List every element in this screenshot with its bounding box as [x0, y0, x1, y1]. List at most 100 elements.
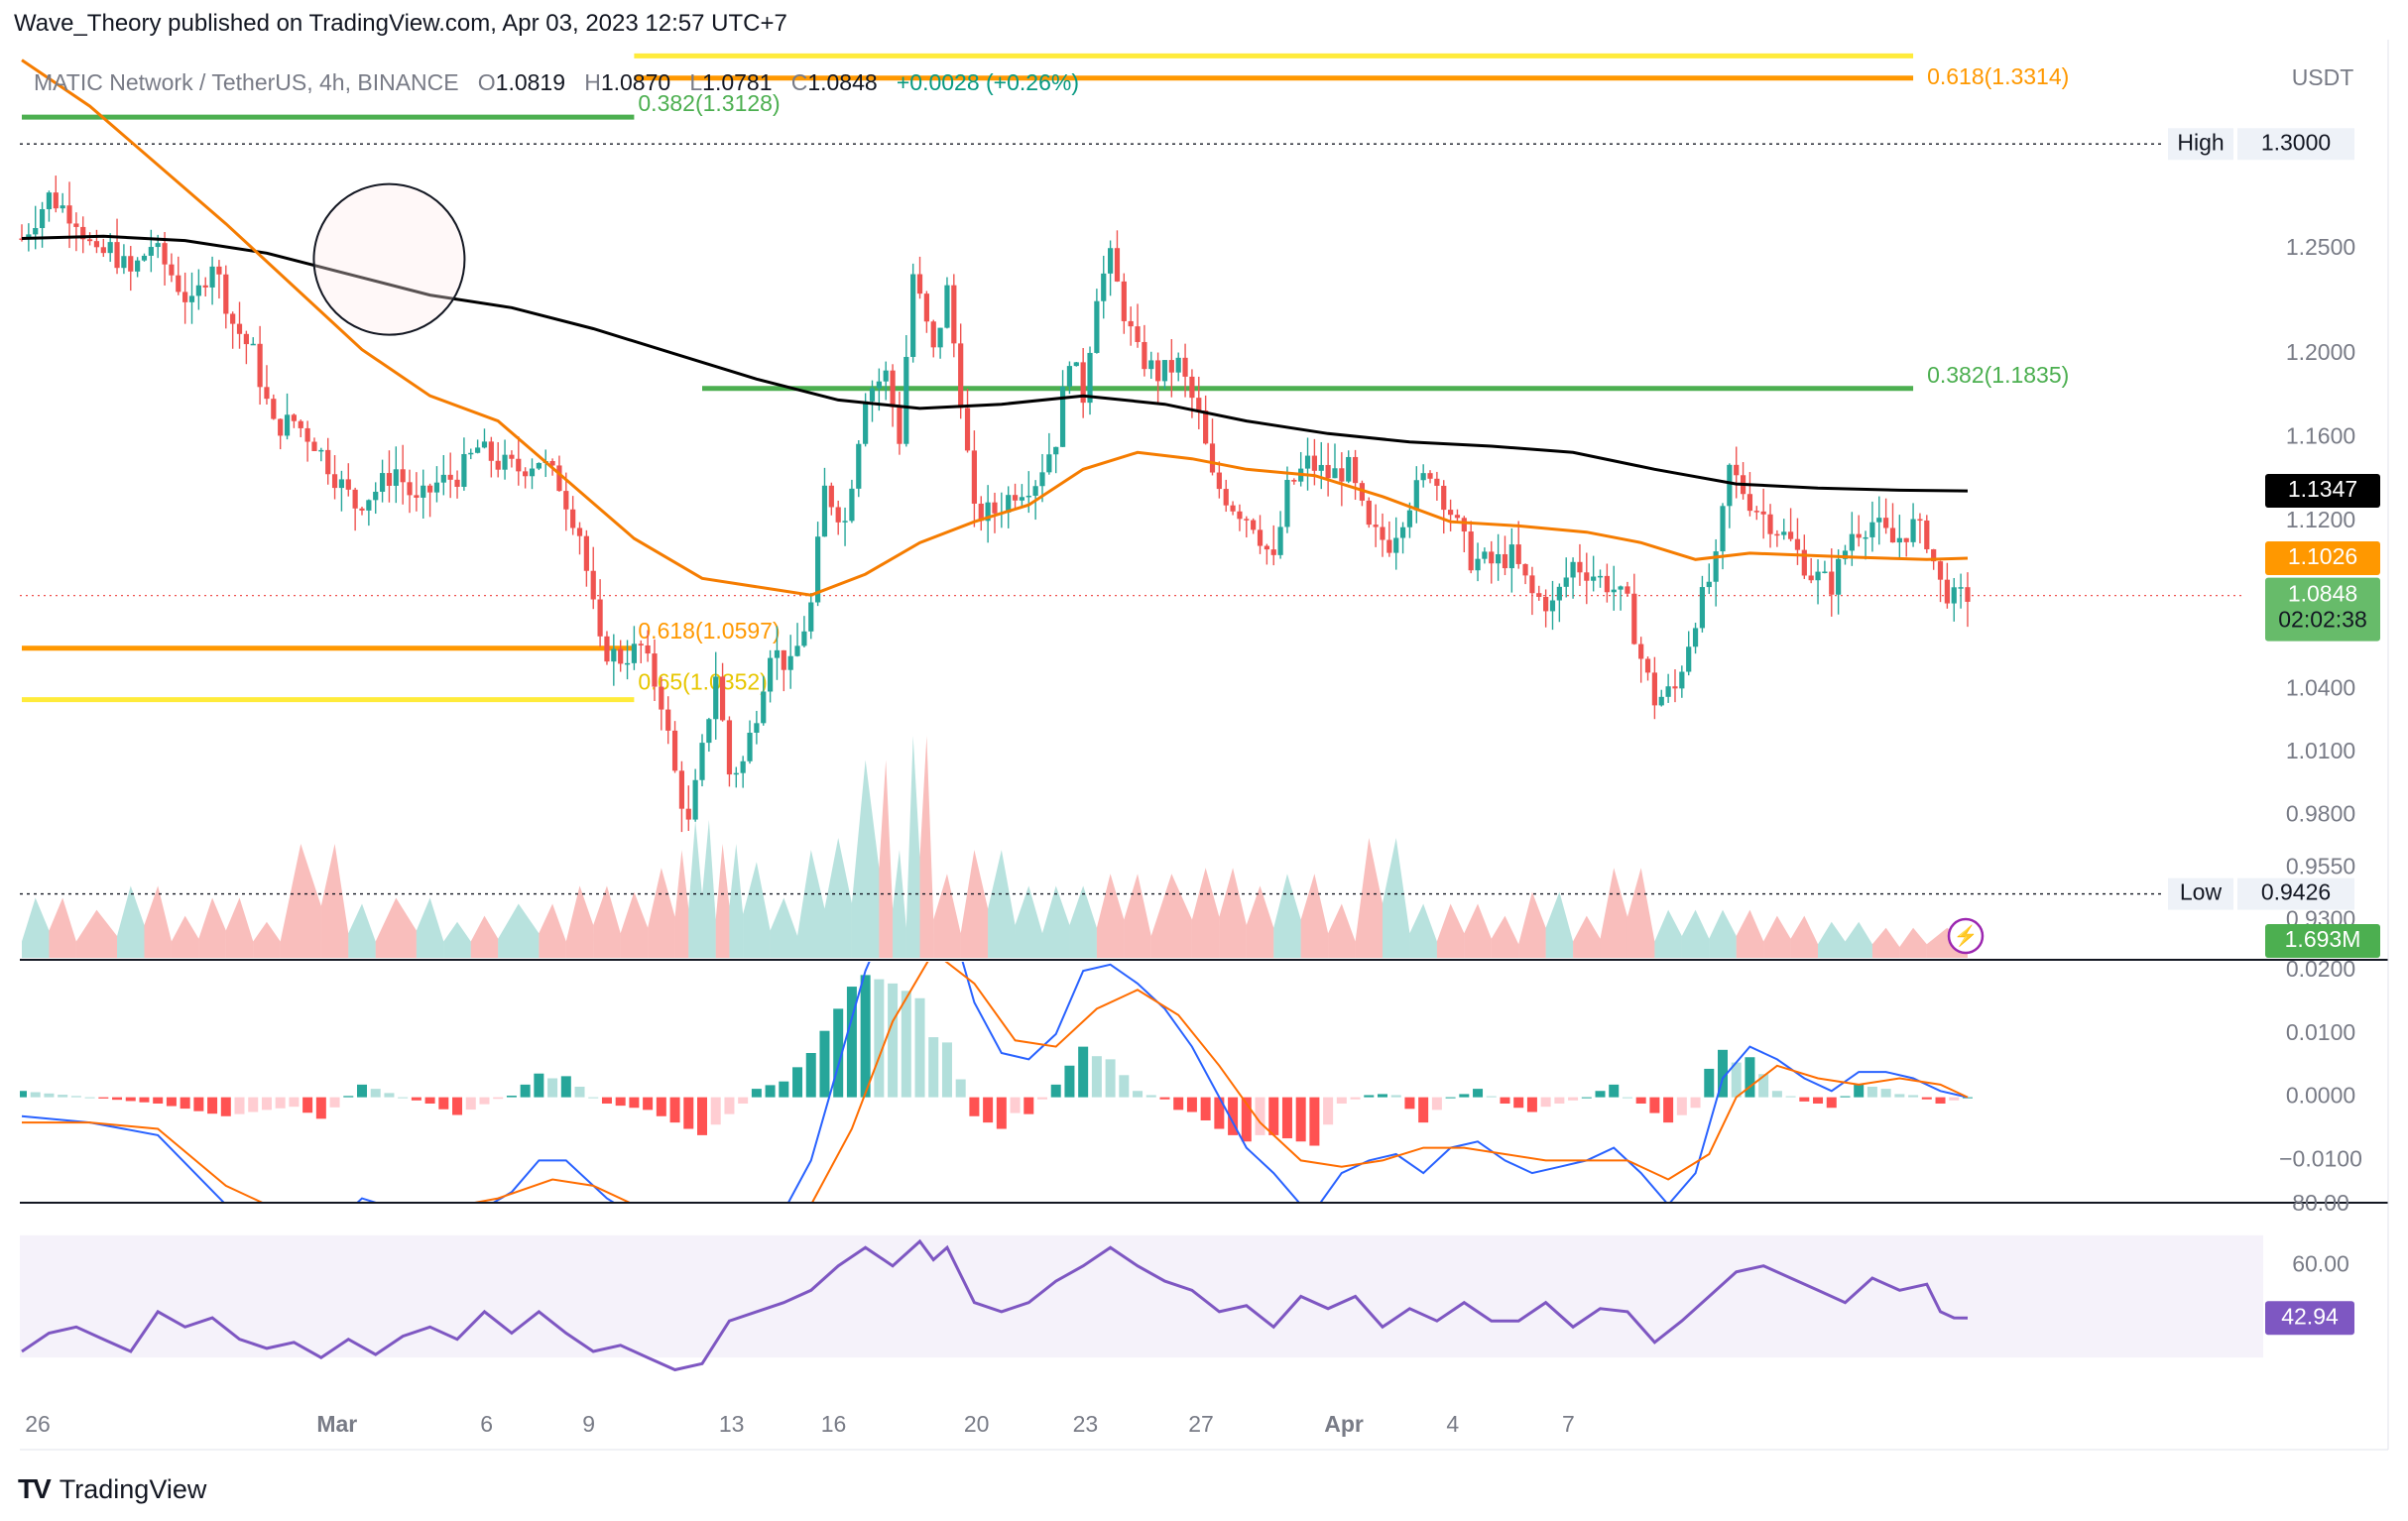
macd-histogram-bar	[1663, 1097, 1674, 1123]
macd-histogram-bar	[1513, 1097, 1524, 1109]
level-low-value: 0.9426	[2261, 879, 2331, 905]
candle-body	[421, 485, 426, 498]
candle-body	[1339, 468, 1345, 482]
candle-body	[1128, 320, 1134, 327]
candle-body	[733, 772, 739, 775]
rsi-line	[21, 1238, 1969, 1372]
tradingview-logo-icon: TV	[18, 1473, 52, 1504]
macd-histogram-bar	[1173, 1097, 1184, 1111]
candle-body	[1346, 456, 1352, 482]
candle-body	[100, 247, 106, 254]
candle-body	[1529, 575, 1535, 594]
volume-bar	[893, 850, 906, 958]
candle-body	[1094, 300, 1100, 353]
volume-bar	[1042, 885, 1070, 958]
candle-body	[148, 247, 154, 256]
candle-body	[1672, 686, 1678, 689]
tradingview-brand[interactable]: TV TradingView	[18, 1473, 206, 1505]
macd-histogram-bar	[601, 1097, 612, 1104]
candle-body	[243, 333, 249, 345]
candle-body	[1591, 576, 1597, 581]
macd-histogram-bar	[1295, 1097, 1306, 1142]
candle-body	[1679, 671, 1685, 689]
candle-body	[1413, 480, 1419, 511]
macd-histogram-bar	[1690, 1097, 1701, 1109]
candle-body	[1577, 561, 1583, 573]
candle-body	[774, 649, 781, 658]
candle-body	[1012, 495, 1019, 501]
macd-histogram-bar	[1649, 1097, 1660, 1113]
time-tick-label: 23	[1073, 1411, 1099, 1437]
volume-bar	[743, 862, 771, 958]
candle-body	[992, 502, 998, 514]
candle-body	[202, 285, 208, 288]
macd-histogram-bar	[860, 975, 871, 1098]
candle-body	[1244, 519, 1250, 521]
macd-histogram-bar	[996, 1097, 1007, 1129]
macd-histogram-bar	[805, 1053, 816, 1098]
candle-body	[1937, 561, 1944, 580]
volume-bar	[1409, 903, 1437, 958]
macd-histogram-bar	[710, 1097, 721, 1125]
price-tick-label: 1.1200	[2286, 507, 2355, 532]
candle-body	[393, 469, 399, 486]
candle-body	[318, 449, 324, 452]
candle-body	[250, 343, 256, 346]
volume-bar	[1626, 868, 1655, 958]
level-high-value: 1.3000	[2261, 129, 2331, 155]
low-value: 1.0781	[702, 69, 773, 95]
candle-body	[638, 644, 644, 645]
candle-body	[1842, 550, 1849, 559]
candle-body	[66, 205, 72, 224]
candle-body	[1706, 581, 1712, 588]
candle-body	[468, 452, 474, 455]
macd-histogram-bar	[1404, 1097, 1415, 1110]
candle-body	[1135, 326, 1141, 342]
candle-body	[169, 264, 175, 276]
candle-body	[978, 503, 984, 522]
volume-bar	[280, 844, 321, 958]
candle-body	[604, 636, 610, 662]
candle-body	[1311, 455, 1317, 471]
candle-body	[1073, 362, 1079, 367]
candle-body	[652, 653, 658, 687]
volume-bar	[470, 915, 499, 958]
macd-histogram-bar	[738, 1097, 749, 1104]
candle-body	[1788, 531, 1794, 539]
macd-histogram-bar	[1159, 1097, 1170, 1100]
candle-body	[761, 691, 767, 724]
candle-body	[298, 420, 303, 428]
fib-level-label: 0.382(1.3128)	[638, 90, 780, 116]
symbol-name: MATIC Network / TetherUS, 4h, BINANCE	[34, 69, 459, 95]
macd-histogram-bar	[1840, 1096, 1851, 1098]
macd-histogram-bar	[1023, 1097, 1034, 1114]
volume-bar	[1069, 885, 1097, 958]
volume-bar	[1096, 874, 1125, 958]
candle-body	[1618, 586, 1624, 590]
volume-bar	[1328, 903, 1356, 958]
macd-histogram-bar	[1050, 1084, 1061, 1098]
candle-body	[1489, 551, 1495, 564]
candle-body	[597, 599, 603, 637]
high-label: H	[584, 69, 601, 95]
price-tick-label: 0.9550	[2286, 853, 2355, 878]
macd-histogram-bar	[1540, 1097, 1551, 1108]
candle-body	[1352, 456, 1359, 484]
volume-bar	[919, 736, 934, 958]
candle-body	[576, 527, 583, 536]
candle-body	[46, 192, 53, 209]
candle-body	[665, 709, 671, 731]
candle-body	[1896, 537, 1902, 543]
candle-body	[842, 521, 848, 523]
macd-histogram-bar	[643, 1097, 654, 1111]
candle-body	[590, 570, 596, 600]
volume-bar	[1150, 874, 1192, 958]
candle-body	[876, 381, 882, 389]
candle-body	[1066, 366, 1073, 387]
fib-level-label: 0.382(1.1835)	[1927, 362, 2069, 388]
macd-histogram-bar	[424, 1097, 435, 1104]
candle-body	[1291, 480, 1297, 482]
symbol-ohlc-legend[interactable]: MATIC Network / TetherUS, 4h, BINANCE O1…	[34, 69, 1079, 96]
macd-histogram-bar	[669, 1097, 680, 1123]
